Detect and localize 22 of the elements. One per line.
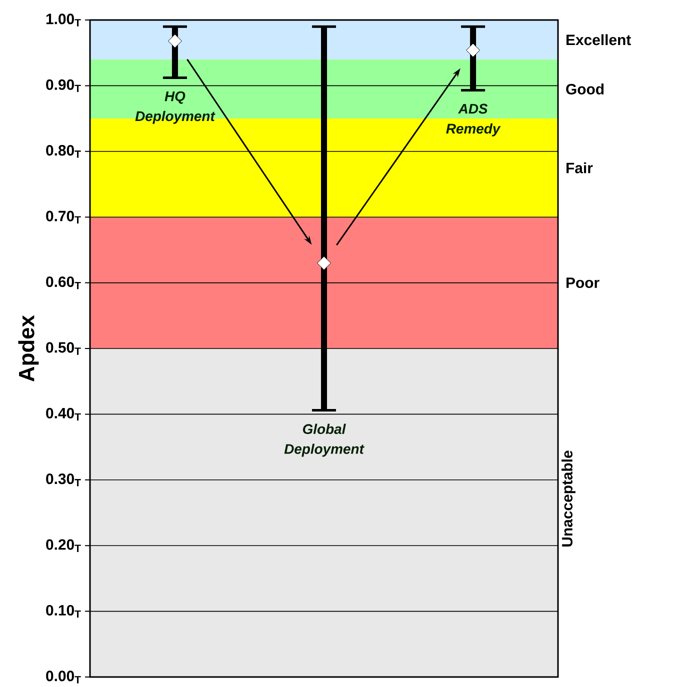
band-label: Poor [566, 278, 600, 288]
band-label: Fair [566, 162, 593, 174]
y-tick-label: 0.80$_{T}$ [46, 145, 81, 158]
y-tick-label: 0.10$_{T}$ [46, 605, 81, 618]
band-label: Excellent [566, 34, 631, 46]
band-label: Unacceptable [562, 450, 576, 547]
x-tick-label: ADS Remedy [446, 104, 501, 137]
y-tick-label: 0.00$_{T}$ [46, 670, 81, 684]
band-label: Good [566, 84, 604, 95]
y-tick-label: 0.90$_{T}$ [46, 80, 81, 92]
y-tick-label: 0.60$_{T}$ [46, 276, 81, 290]
y-tick-label: 0.50$_{T}$ [46, 342, 81, 356]
y-axis-title: Apdex [18, 315, 39, 382]
x-tick-label: Global Deployment [284, 424, 364, 457]
y-tick-label: 0.20$_{T}$ [46, 539, 81, 552]
y-tick-label: 0.30$_{T}$ [46, 474, 81, 486]
y-tick-label: 0.70$_{T}$ [46, 210, 81, 224]
point [168, 34, 182, 48]
point [317, 256, 332, 270]
y-tick-label: 1.00$_{T}$ [46, 14, 81, 27]
y-tick-label: 0.40$_{T}$ [46, 408, 81, 421]
point [466, 43, 480, 58]
